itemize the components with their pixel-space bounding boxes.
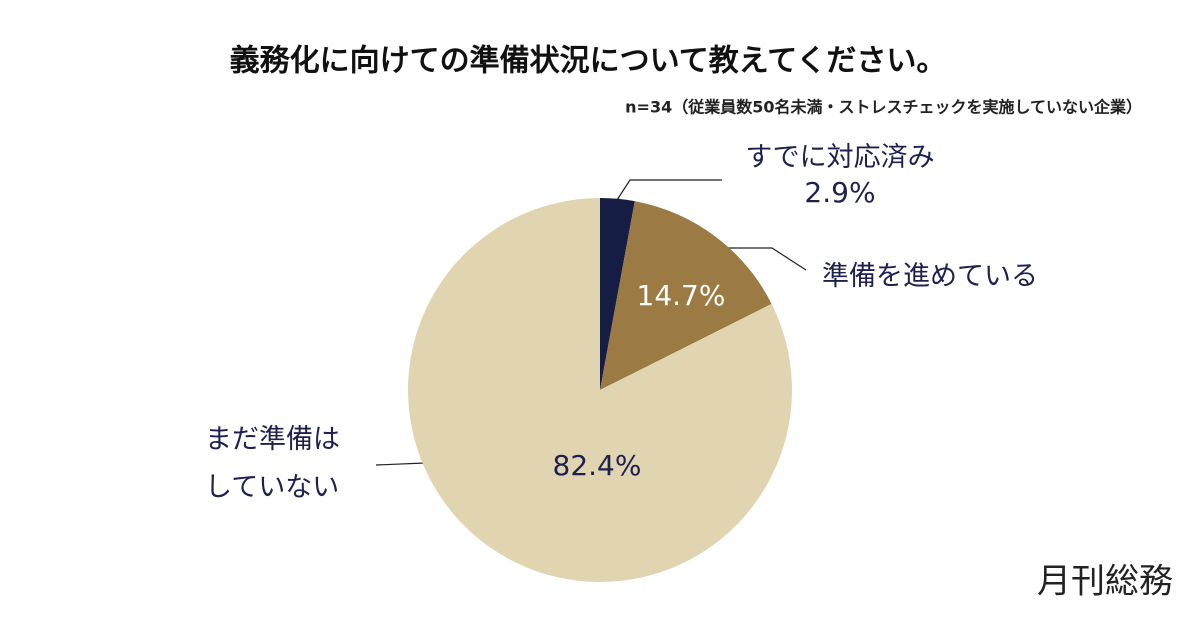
chart-subtitle: n=34（従業員数50名未満・ストレスチェックを実施していない企業） — [625, 98, 1142, 117]
category-label: 準備を進めている — [822, 261, 1038, 292]
pie-slice — [600, 201, 772, 390]
data-label: 82.4% — [553, 449, 642, 482]
pie-slice — [600, 198, 635, 390]
leader-line — [616, 179, 722, 201]
leader-line — [375, 462, 426, 466]
chart-title: 義務化に向けての準備状況について教えてください。 — [230, 44, 947, 79]
leader-line — [724, 247, 807, 271]
pie-slice — [408, 198, 792, 582]
category-label: すでに対応済み — [745, 142, 934, 173]
pie — [408, 198, 792, 582]
category-label: まだ準備はしていない — [205, 424, 340, 503]
data-label: 14.7% — [637, 279, 726, 312]
leader-lines — [375, 179, 807, 466]
data-label: 2.9% — [804, 176, 875, 209]
brand-logo: 月刊総務 — [1037, 562, 1173, 602]
